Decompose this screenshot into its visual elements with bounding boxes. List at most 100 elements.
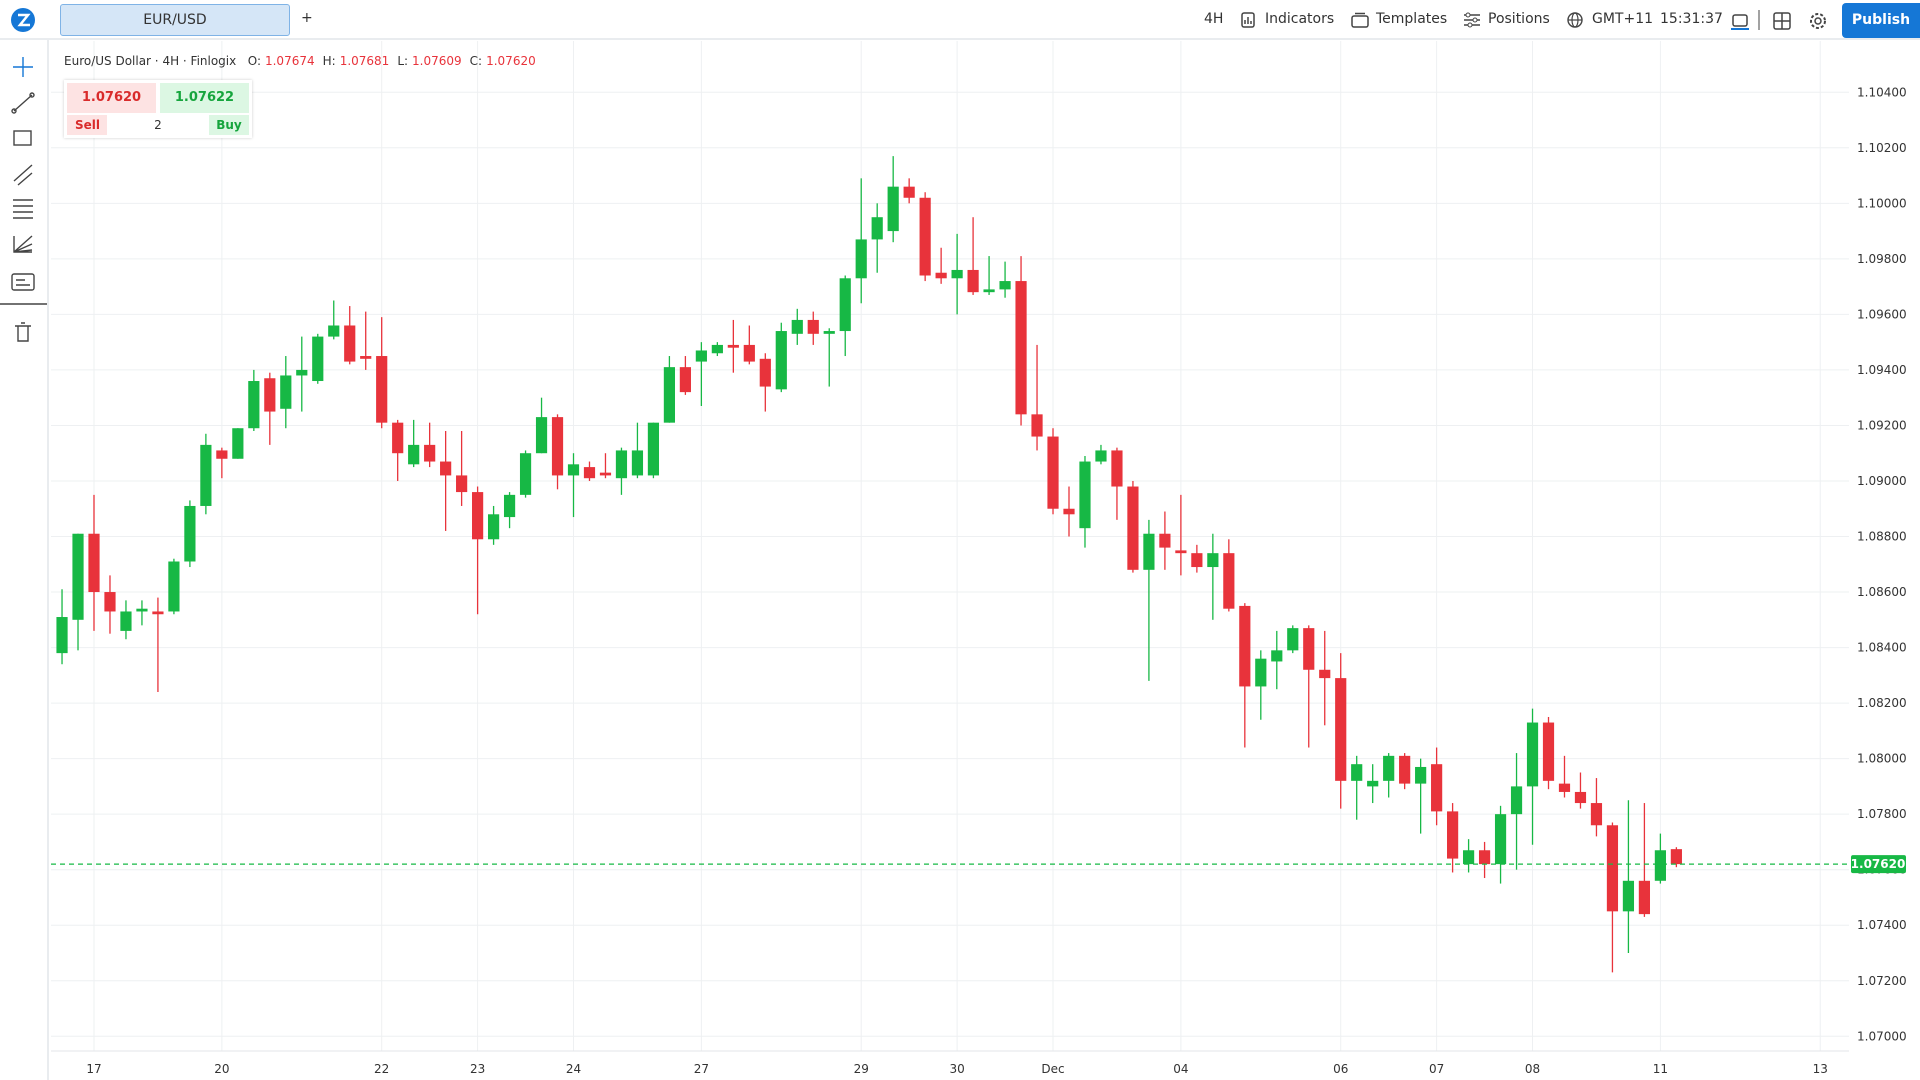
symbol-tab[interactable]: EUR/USD xyxy=(60,4,290,36)
candle-body xyxy=(535,417,548,454)
indicators-icon xyxy=(1241,12,1255,28)
candle-body xyxy=(1415,766,1427,784)
candle-body xyxy=(120,611,132,631)
candle-body xyxy=(791,319,803,334)
ohlc-label: O: xyxy=(247,54,261,68)
add-tab[interactable]: + xyxy=(301,10,313,26)
candle-body xyxy=(1542,722,1555,781)
buy-price[interactable]: 1.07622 xyxy=(160,83,249,113)
left-toolbar xyxy=(0,40,49,1080)
candle-body xyxy=(1670,849,1682,865)
candle-body xyxy=(248,381,260,429)
candle-body xyxy=(855,239,867,279)
x-tick-label: 29 xyxy=(854,1062,869,1076)
drawing-tools xyxy=(0,57,47,342)
last-price-label: 1.07620 xyxy=(1851,857,1906,871)
timezone[interactable]: GMT+11 xyxy=(1592,11,1654,27)
candle-body xyxy=(1031,414,1043,437)
candle-body xyxy=(647,422,660,476)
y-tick-label: 1.07200 xyxy=(1857,974,1907,988)
positions-icon xyxy=(1464,12,1480,28)
ohlc-label: C: xyxy=(469,54,483,68)
sell-button[interactable]: Sell xyxy=(67,115,107,135)
ohlc: O: 1.07674 H: 1.07681 L: 1.07609 C: 1.07620 xyxy=(248,54,544,68)
ohlc-value: 1.07609 xyxy=(412,54,462,68)
candle-body xyxy=(200,444,212,506)
candle-body xyxy=(312,336,324,382)
candle-body xyxy=(184,505,196,562)
candle-body xyxy=(1638,880,1651,915)
sell-price[interactable]: 1.07620 xyxy=(67,83,156,113)
buy-button[interactable]: Buy xyxy=(209,115,249,135)
x-tick-label: 07 xyxy=(1429,1062,1444,1076)
layout-icon[interactable] xyxy=(1773,12,1791,30)
logo xyxy=(11,8,35,32)
x-tick-label: 11 xyxy=(1653,1062,1668,1076)
y-tick-label: 1.10000 xyxy=(1857,196,1907,210)
screenshot-icon[interactable] xyxy=(1730,12,1750,30)
y-tick-label: 1.08600 xyxy=(1857,585,1907,599)
candle-body xyxy=(1287,628,1299,651)
candle-body xyxy=(1127,486,1139,570)
quantity[interactable]: 2 xyxy=(154,118,162,132)
last-price-box xyxy=(1851,855,1906,874)
separator xyxy=(1758,10,1760,30)
candle-body xyxy=(695,350,707,362)
candle-body xyxy=(1510,786,1523,815)
candle-body xyxy=(935,272,947,279)
menu-item[interactable]: Templates xyxy=(1376,11,1448,27)
candle-body xyxy=(1207,553,1219,568)
candle-body xyxy=(1606,825,1619,912)
chart: 1.070001.072001.074001.076001.078001.080… xyxy=(51,41,1920,1080)
candle-body xyxy=(1175,550,1187,554)
x-tick-label: 08 xyxy=(1525,1062,1540,1076)
x-tick-label: 13 xyxy=(1813,1062,1828,1076)
publish-button[interactable]: Publish xyxy=(1842,3,1920,38)
menu-item[interactable]: Positions xyxy=(1488,11,1550,27)
candle-body xyxy=(104,592,116,612)
y-tick-label: 1.09200 xyxy=(1857,418,1907,432)
candle-body xyxy=(1462,850,1475,865)
candle-body xyxy=(408,444,420,465)
candle-body xyxy=(280,375,292,409)
templates-icon xyxy=(1351,12,1369,28)
settings-icon[interactable] xyxy=(1809,12,1827,30)
candle-body xyxy=(1478,850,1491,865)
x-tick-label: 20 xyxy=(214,1062,229,1076)
candle-body xyxy=(456,475,468,493)
candle-body xyxy=(807,319,819,334)
x-tick-label: 17 xyxy=(86,1062,101,1076)
candle-body xyxy=(919,197,931,276)
ohlc-value: 1.07674 xyxy=(264,54,315,68)
x-tick-label: Dec xyxy=(1041,1062,1064,1076)
candle-body xyxy=(599,472,612,476)
x-tick-label: 23 xyxy=(470,1062,485,1076)
candle-body xyxy=(615,450,628,479)
candle-body xyxy=(759,358,771,387)
candle-body xyxy=(983,289,995,293)
menu-item[interactable]: Indicators xyxy=(1265,11,1335,27)
y-tick-label: 1.09800 xyxy=(1857,252,1907,266)
candle-body xyxy=(663,367,676,423)
candle-body xyxy=(1367,780,1379,787)
x-tick-label: 22 xyxy=(374,1062,389,1076)
candle-body xyxy=(1271,650,1283,662)
candle-body xyxy=(967,269,979,293)
candle-body xyxy=(1047,436,1059,509)
candle-body xyxy=(823,331,835,334)
candle-body xyxy=(1526,722,1539,787)
top-bar: EUR/USD + 4H Indicators Templates Positi… xyxy=(0,0,1920,40)
candle-body xyxy=(487,514,500,540)
candle-body xyxy=(264,378,276,412)
candle-body xyxy=(472,492,484,540)
x-tick-label: 04 xyxy=(1173,1062,1188,1076)
candle-body xyxy=(136,608,148,612)
ohlc-value: 1.07620 xyxy=(486,54,536,68)
interval[interactable]: 4H xyxy=(1204,11,1224,27)
y-tick-label: 1.09000 xyxy=(1857,474,1907,488)
y-tick-label: 1.08400 xyxy=(1857,641,1907,655)
candle-body xyxy=(1191,553,1203,568)
x-tick-label: 27 xyxy=(694,1062,709,1076)
candle-body xyxy=(1239,605,1251,687)
